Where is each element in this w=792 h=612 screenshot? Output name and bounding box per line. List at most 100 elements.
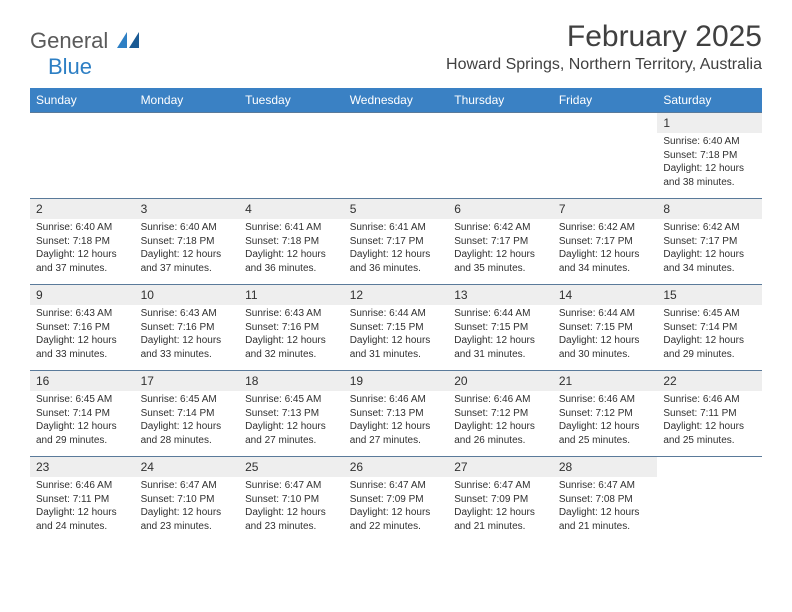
day-cell	[657, 457, 762, 543]
day-cell: 13Sunrise: 6:44 AMSunset: 7:15 PMDayligh…	[448, 285, 553, 371]
day-number: 24	[135, 457, 240, 477]
day-body: Sunrise: 6:46 AMSunset: 7:12 PMDaylight:…	[553, 391, 658, 451]
day-cell	[344, 113, 449, 199]
sunset-text: Sunset: 7:14 PM	[141, 407, 234, 421]
day-cell: 7 Sunrise: 6:42 AMSunset: 7:17 PMDaylight…	[553, 199, 658, 285]
day-body: Sunrise: 6:46 AMSunset: 7:11 PMDaylight:…	[657, 391, 762, 451]
day-body: Sunrise: 6:45 AMSunset: 7:14 PMDaylight:…	[30, 391, 135, 451]
daylight-text2: and 25 minutes.	[559, 434, 652, 448]
daylight-text2: and 22 minutes.	[350, 520, 443, 534]
day-number: 10	[135, 285, 240, 305]
day-header: Saturday	[657, 88, 762, 113]
day-number: 25	[239, 457, 344, 477]
sunset-text: Sunset: 7:15 PM	[350, 321, 443, 335]
sunrise-text: Sunrise: 6:46 AM	[454, 393, 547, 407]
day-header: Sunday	[30, 88, 135, 113]
title-block: February 2025 Howard Springs, Northern T…	[446, 20, 762, 74]
sunset-text: Sunset: 7:17 PM	[663, 235, 756, 249]
sunrise-text: Sunrise: 6:40 AM	[141, 221, 234, 235]
day-cell: 6Sunrise: 6:42 AMSunset: 7:17 PMDaylight…	[448, 199, 553, 285]
sunset-text: Sunset: 7:17 PM	[454, 235, 547, 249]
day-number: 1	[657, 113, 762, 133]
sunrise-text: Sunrise: 6:47 AM	[350, 479, 443, 493]
day-number: 28	[553, 457, 658, 477]
daylight-text2: and 36 minutes.	[245, 262, 338, 276]
sunset-text: Sunset: 7:10 PM	[141, 493, 234, 507]
daylight-text2: and 23 minutes.	[141, 520, 234, 534]
daylight-text: Daylight: 12 hours	[141, 506, 234, 520]
day-number: 18	[239, 371, 344, 391]
sunrise-text: Sunrise: 6:41 AM	[245, 221, 338, 235]
day-body: Sunrise: 6:42 AMSunset: 7:17 PMDaylight:…	[448, 219, 553, 279]
daylight-text: Daylight: 12 hours	[350, 334, 443, 348]
week-row: 9Sunrise: 6:43 AMSunset: 7:16 PMDaylight…	[30, 285, 762, 371]
sunrise-text: Sunrise: 6:45 AM	[141, 393, 234, 407]
daylight-text: Daylight: 12 hours	[663, 162, 756, 176]
sunrise-text: Sunrise: 6:42 AM	[559, 221, 652, 235]
daylight-text: Daylight: 12 hours	[559, 248, 652, 262]
sunset-text: Sunset: 7:17 PM	[559, 235, 652, 249]
daylight-text2: and 37 minutes.	[141, 262, 234, 276]
sunset-text: Sunset: 7:15 PM	[559, 321, 652, 335]
day-cell: 26Sunrise: 6:47 AMSunset: 7:09 PMDayligh…	[344, 457, 449, 543]
day-number: 3	[135, 199, 240, 219]
day-cell: 15Sunrise: 6:45 AMSunset: 7:14 PMDayligh…	[657, 285, 762, 371]
sunrise-text: Sunrise: 6:40 AM	[36, 221, 129, 235]
daylight-text: Daylight: 12 hours	[559, 334, 652, 348]
day-body: Sunrise: 6:47 AMSunset: 7:09 PMDaylight:…	[344, 477, 449, 537]
sunrise-text: Sunrise: 6:47 AM	[245, 479, 338, 493]
day-header: Thursday	[448, 88, 553, 113]
sunset-text: Sunset: 7:14 PM	[36, 407, 129, 421]
sunset-text: Sunset: 7:11 PM	[663, 407, 756, 421]
daylight-text: Daylight: 12 hours	[559, 506, 652, 520]
day-cell: 22Sunrise: 6:46 AMSunset: 7:11 PMDayligh…	[657, 371, 762, 457]
daylight-text: Daylight: 12 hours	[454, 506, 547, 520]
day-cell	[553, 113, 658, 199]
daylight-text: Daylight: 12 hours	[454, 420, 547, 434]
sunrise-text: Sunrise: 6:43 AM	[245, 307, 338, 321]
logo-text-sub: Blue	[48, 54, 139, 80]
day-cell: 9Sunrise: 6:43 AMSunset: 7:16 PMDaylight…	[30, 285, 135, 371]
sunrise-text: Sunrise: 6:46 AM	[663, 393, 756, 407]
daylight-text2: and 26 minutes.	[454, 434, 547, 448]
daylight-text2: and 30 minutes.	[559, 348, 652, 362]
day-body: Sunrise: 6:40 AMSunset: 7:18 PMDaylight:…	[30, 219, 135, 279]
daylight-text: Daylight: 12 hours	[663, 248, 756, 262]
day-body: Sunrise: 6:42 AMSunset: 7:17 PMDaylight:…	[657, 219, 762, 279]
daylight-text2: and 29 minutes.	[663, 348, 756, 362]
day-body: Sunrise: 6:41 AMSunset: 7:18 PMDaylight:…	[239, 219, 344, 279]
daylight-text2: and 35 minutes.	[454, 262, 547, 276]
day-cell: 18Sunrise: 6:45 AMSunset: 7:13 PMDayligh…	[239, 371, 344, 457]
day-cell: 20Sunrise: 6:46 AMSunset: 7:12 PMDayligh…	[448, 371, 553, 457]
daylight-text2: and 29 minutes.	[36, 434, 129, 448]
sunrise-text: Sunrise: 6:45 AM	[36, 393, 129, 407]
sunrise-text: Sunrise: 6:45 AM	[663, 307, 756, 321]
sunset-text: Sunset: 7:18 PM	[663, 149, 756, 163]
day-number: 13	[448, 285, 553, 305]
day-cell: 8Sunrise: 6:42 AMSunset: 7:17 PMDaylight…	[657, 199, 762, 285]
day-body: Sunrise: 6:44 AMSunset: 7:15 PMDaylight:…	[448, 305, 553, 365]
day-cell: 10Sunrise: 6:43 AMSunset: 7:16 PMDayligh…	[135, 285, 240, 371]
header: General Blue February 2025 Howard Spring…	[30, 20, 762, 80]
daylight-text: Daylight: 12 hours	[350, 248, 443, 262]
day-cell: 3Sunrise: 6:40 AMSunset: 7:18 PMDaylight…	[135, 199, 240, 285]
sunset-text: Sunset: 7:09 PM	[454, 493, 547, 507]
sunset-text: Sunset: 7:13 PM	[350, 407, 443, 421]
day-body: Sunrise: 6:47 AMSunset: 7:08 PMDaylight:…	[553, 477, 658, 537]
daylight-text: Daylight: 12 hours	[36, 248, 129, 262]
sunrise-text: Sunrise: 6:44 AM	[454, 307, 547, 321]
day-header: Friday	[553, 88, 658, 113]
sunrise-text: Sunrise: 6:45 AM	[245, 393, 338, 407]
daylight-text2: and 24 minutes.	[36, 520, 129, 534]
sunset-text: Sunset: 7:10 PM	[245, 493, 338, 507]
day-number: 7	[553, 199, 658, 219]
day-body: Sunrise: 6:43 AMSunset: 7:16 PMDaylight:…	[239, 305, 344, 365]
day-cell	[448, 113, 553, 199]
daylight-text2: and 21 minutes.	[454, 520, 547, 534]
daylight-text2: and 23 minutes.	[245, 520, 338, 534]
daylight-text: Daylight: 12 hours	[245, 334, 338, 348]
daylight-text: Daylight: 12 hours	[454, 248, 547, 262]
month-title: February 2025	[446, 20, 762, 54]
day-cell: 28Sunrise: 6:47 AMSunset: 7:08 PMDayligh…	[553, 457, 658, 543]
daylight-text2: and 25 minutes.	[663, 434, 756, 448]
